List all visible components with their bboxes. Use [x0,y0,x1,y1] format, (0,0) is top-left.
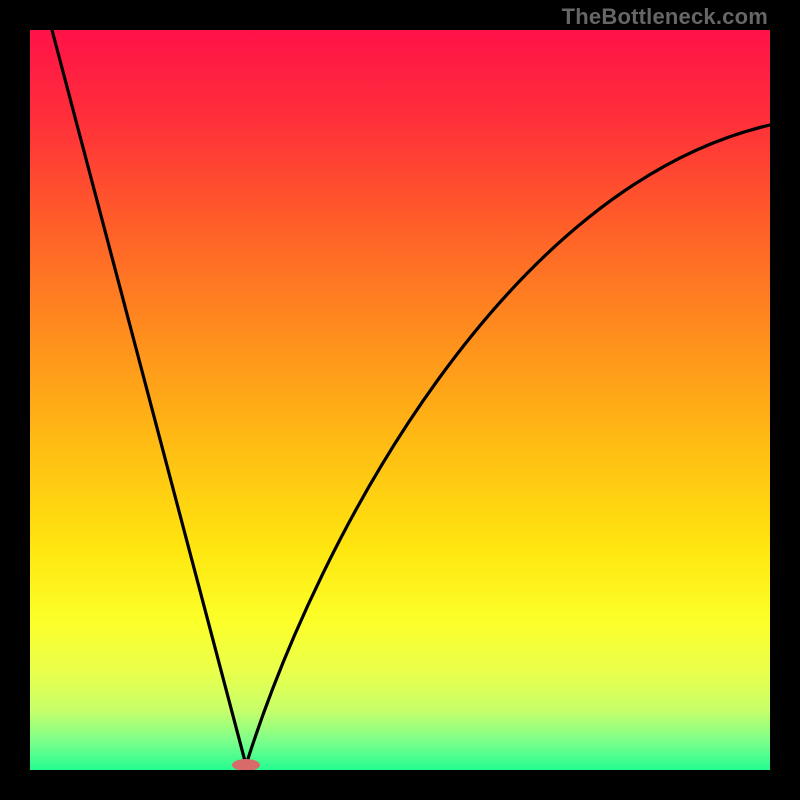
minimum-marker [232,759,260,770]
plot-area [30,30,770,770]
chart-frame: TheBottleneck.com [0,0,800,800]
watermark-text: TheBottleneck.com [562,4,768,30]
curve-layer [30,30,770,770]
bottleneck-curve [52,30,770,765]
